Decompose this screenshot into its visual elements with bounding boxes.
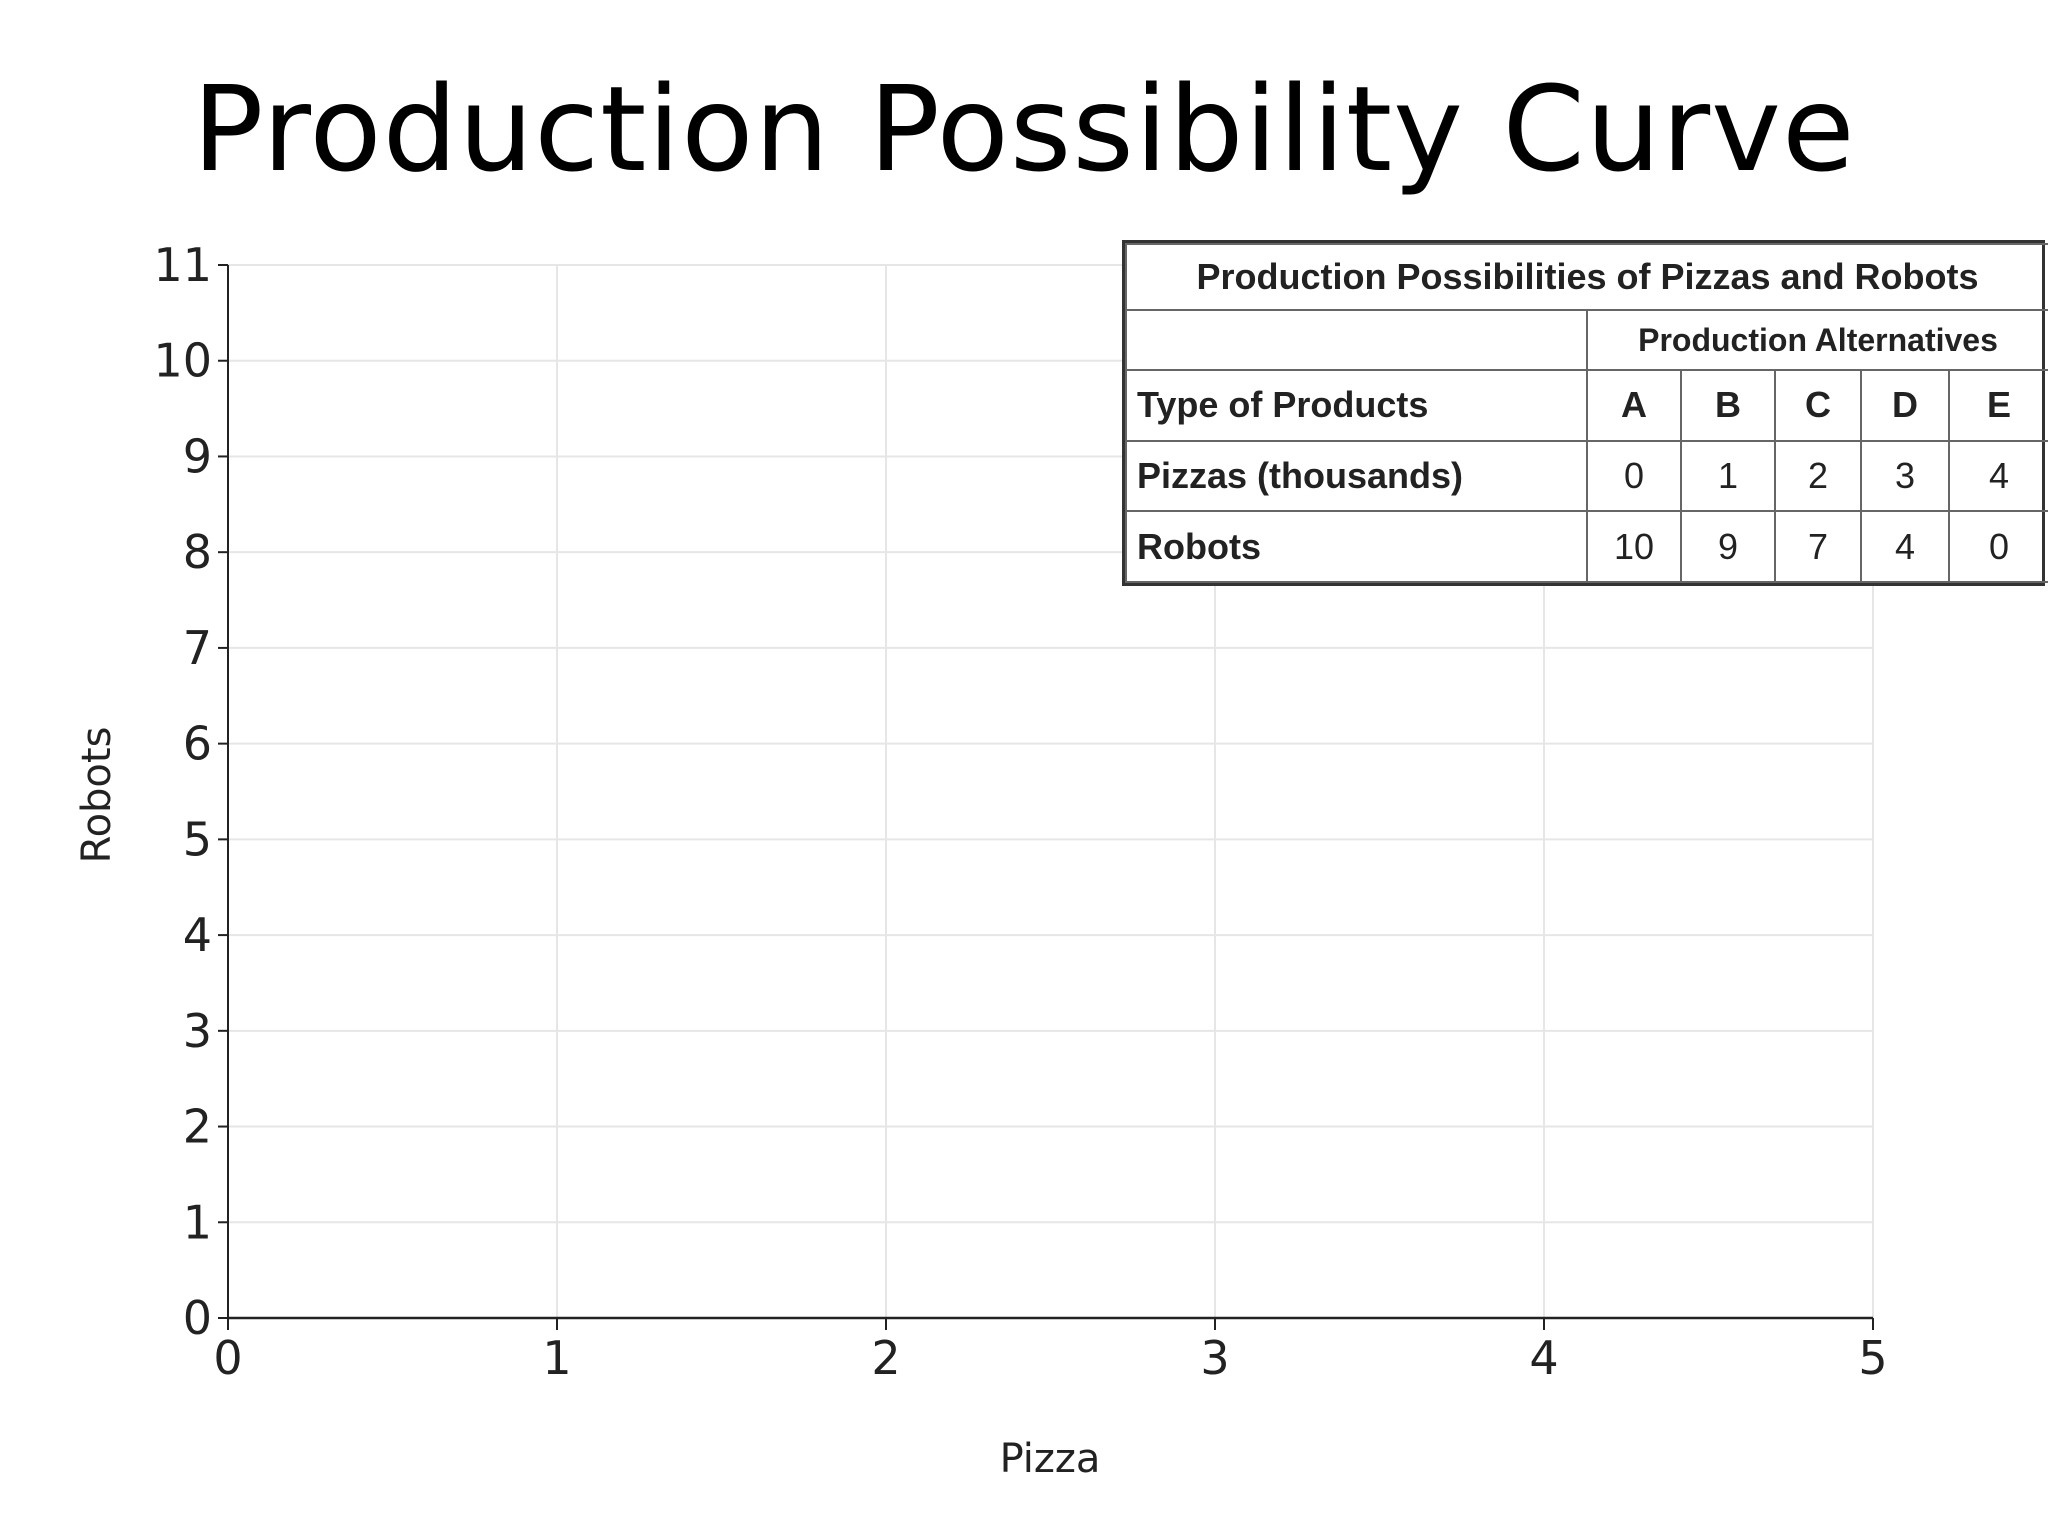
table-cell: 1 — [1680, 439, 1776, 513]
y-tick-label: 8 — [183, 525, 212, 579]
table-row-label: Pizzas (thousands) — [1125, 439, 1588, 513]
x-tick-labels: 0 1 2 3 4 5 — [213, 1331, 1887, 1385]
x-tick-label: 1 — [542, 1331, 571, 1385]
y-tick-label: 4 — [183, 908, 212, 962]
y-axis-label: Robots — [74, 727, 120, 864]
table-header-label: Type of Products — [1125, 369, 1588, 442]
axes — [218, 264, 1874, 1330]
table-cell: 4 — [1860, 510, 1950, 583]
y-tick-labels: 0 1 2 3 4 5 6 7 8 9 10 11 — [153, 238, 212, 1345]
x-axis-label: Pizza — [1000, 1436, 1101, 1482]
table-header-row: Type of Products A B C D E — [1125, 369, 2048, 442]
y-tick-label: 3 — [183, 1004, 212, 1058]
y-tick-label: 2 — [183, 1100, 212, 1154]
x-tick-label: 0 — [213, 1331, 242, 1385]
table-column-header: B — [1680, 369, 1776, 442]
production-possibilities-table: Production Possibilities of Pizzas and R… — [1125, 243, 2048, 583]
table-cell: 3 — [1860, 439, 1950, 513]
y-tick-label: 11 — [153, 238, 212, 292]
y-tick-label: 0 — [183, 1291, 212, 1345]
table-column-header: C — [1774, 369, 1862, 442]
table-row: Pizzas (thousands) 0 1 2 3 4 — [1125, 439, 2048, 513]
table-cell: 0 — [1948, 510, 2048, 583]
y-tick-label: 7 — [183, 621, 212, 675]
x-tick-label: 3 — [1200, 1331, 1229, 1385]
x-tick-label: 5 — [1858, 1331, 1887, 1385]
table-group-row: Production Alternatives — [1125, 309, 2048, 371]
table-cell: 7 — [1774, 510, 1862, 583]
table-row: Robots 10 9 7 4 0 — [1125, 510, 2048, 583]
table-blank-cell — [1125, 309, 1588, 371]
y-tick-label: 5 — [183, 812, 212, 866]
table-row-label: Robots — [1125, 510, 1588, 583]
y-tick-label: 10 — [153, 334, 212, 388]
x-tick-label: 2 — [871, 1331, 900, 1385]
x-tick-label: 4 — [1529, 1331, 1558, 1385]
y-tick-label: 9 — [183, 429, 212, 483]
slide-title: Production Possibility Curve — [192, 60, 1856, 198]
table-cell: 0 — [1586, 439, 1682, 513]
table-group-header: Production Alternatives — [1586, 309, 2048, 371]
production-possibilities-table-box: Production Possibilities of Pizzas and R… — [1122, 240, 2048, 586]
table-cell: 9 — [1680, 510, 1776, 583]
table-column-header: D — [1860, 369, 1950, 442]
table-cell: 4 — [1948, 439, 2048, 513]
table-caption: Production Possibilities of Pizzas and R… — [1125, 243, 2048, 311]
table-column-header: E — [1948, 369, 2048, 442]
table-cell: 2 — [1774, 439, 1862, 513]
y-tick-label: 6 — [183, 717, 212, 771]
table-column-header: A — [1586, 369, 1682, 442]
y-tick-label: 1 — [183, 1195, 212, 1249]
table-caption-row: Production Possibilities of Pizzas and R… — [1125, 243, 2048, 311]
table-cell: 10 — [1586, 510, 1682, 583]
